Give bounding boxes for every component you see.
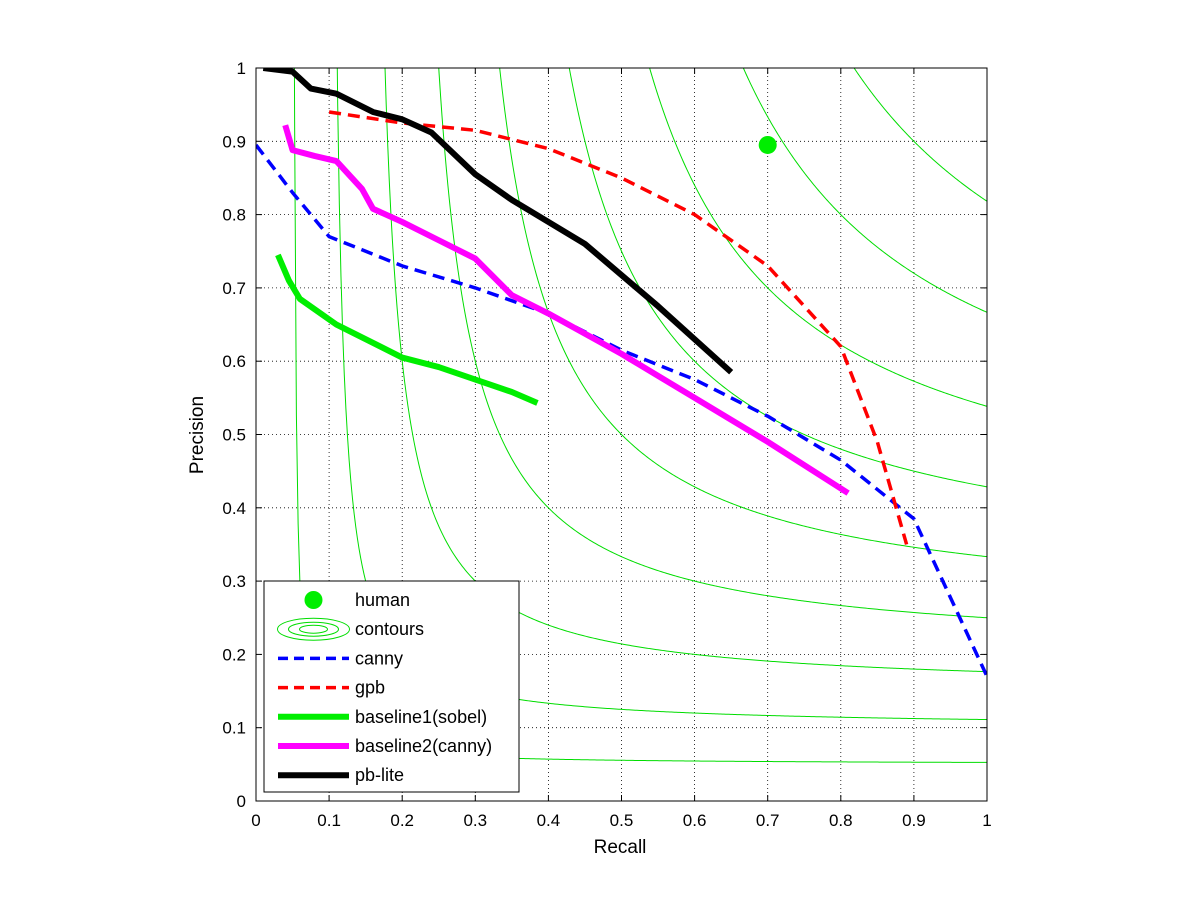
axis-ticks: 0 0.1 0.2 0.3 0.4 0.5 0.6 0.7 0.8 0.9 1 0 0.1 0.2 0.3 0… [222,59,991,830]
legend-contours-swatch [299,624,328,634]
f-contour [853,68,987,202]
legend-human-label: human [355,590,410,610]
baseline2-canny-line [282,124,850,496]
y-tick-label: 0.9 [222,132,246,151]
legend-contours-label: contours [355,619,424,639]
gpb-line [328,110,909,545]
y-tick-label: 0.3 [222,572,246,591]
f-contour [568,68,987,488]
x-axis-label: Recall [594,837,647,858]
y-tick-label: 0.6 [222,352,246,371]
x-tick-label: 0.4 [537,811,561,830]
f-contour [499,68,987,558]
y-tick-label: 0.2 [222,645,246,664]
y-axis-label: Precision [187,396,208,474]
x-tick-label: 0.5 [610,811,634,830]
y-tick-label: 0.8 [222,206,246,225]
y-tick-label: 1 [237,59,246,78]
human-marker [758,135,777,154]
series-layer [256,68,987,678]
legend-pb-lite-label: pb-lite [355,765,404,785]
x-tick-label: 0.2 [390,811,414,830]
f-contour [742,68,987,313]
legend: human contours canny gpb baseline1(sobel) bas… [263,580,520,793]
x-tick-label: 0.7 [756,811,780,830]
x-tick-label: 0.8 [829,811,853,830]
legend-gpb-label: gpb [355,678,385,698]
x-tick-label: 0.9 [902,811,926,830]
y-tick-label: 0.4 [222,499,246,518]
y-tick-label: 0.1 [222,719,246,738]
legend-canny-label: canny [355,648,403,668]
pb-lite-line [262,68,734,375]
baseline1-sobel-line [275,253,539,406]
legend-baseline1-sobel-label: baseline1(sobel) [355,707,487,727]
f-contour [438,68,987,619]
legend-baseline2-canny-label: baseline2(canny) [355,736,492,756]
x-tick-label: 1 [982,811,991,830]
x-tick-label: 0 [251,811,260,830]
x-tick-label: 0.6 [683,811,707,830]
f-contour [384,68,987,673]
legend-human-swatch [304,591,323,609]
x-tick-label: 0.1 [317,811,341,830]
f-contour [649,68,987,407]
legend-contours-swatch [288,621,339,637]
legend-contours-swatch [277,617,350,641]
x-tick-label: 0.3 [463,811,487,830]
y-tick-label: 0.5 [222,426,246,445]
y-tick-label: 0.7 [222,279,246,298]
legend-box [263,580,520,793]
y-tick-label: 0 [237,792,246,811]
